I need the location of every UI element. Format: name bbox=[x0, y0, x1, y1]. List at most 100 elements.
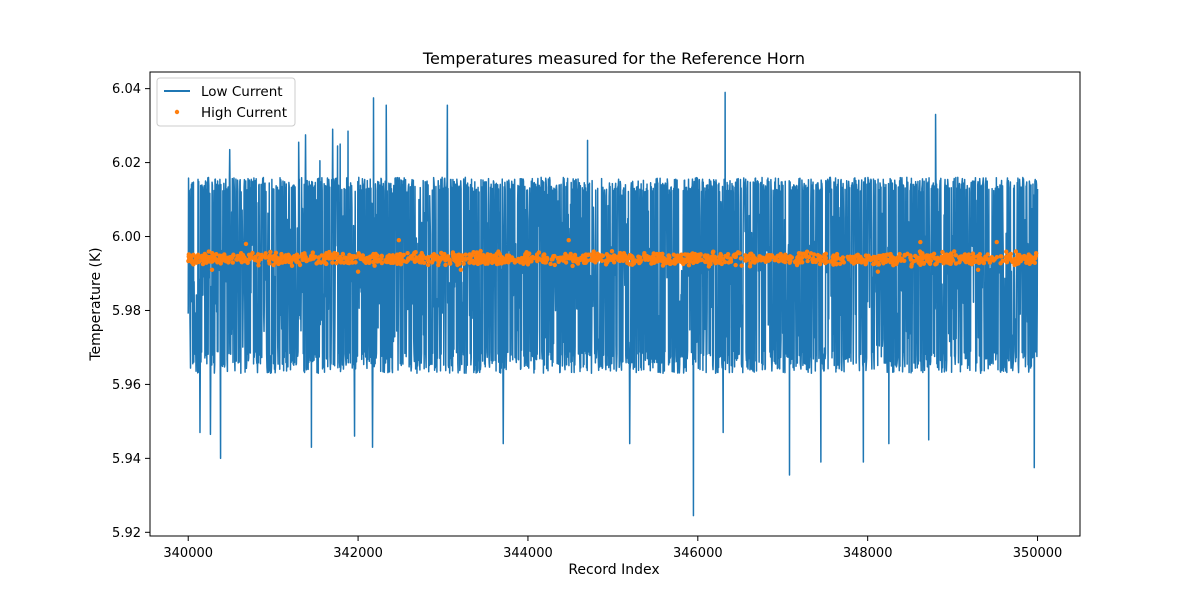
high-current-point bbox=[656, 254, 661, 259]
high-current-point bbox=[1012, 262, 1017, 268]
high-current-point bbox=[739, 263, 744, 268]
high-current-point bbox=[703, 259, 708, 265]
high-current-point bbox=[1012, 256, 1017, 262]
y-tick-label: 6.02 bbox=[112, 156, 141, 171]
high-current-point bbox=[231, 252, 236, 257]
high-current-point bbox=[387, 253, 392, 258]
high-current-point bbox=[480, 259, 485, 265]
high-current-point bbox=[651, 254, 656, 259]
high-current-point bbox=[350, 260, 355, 265]
high-current-point bbox=[706, 264, 712, 269]
high-current-point bbox=[548, 261, 553, 267]
high-current-point bbox=[384, 259, 390, 265]
high-current-point bbox=[217, 253, 222, 258]
high-current-point bbox=[396, 259, 401, 265]
high-current-point bbox=[620, 255, 625, 260]
high-current-point bbox=[221, 256, 227, 261]
high-current-point bbox=[962, 257, 967, 263]
high-current-point bbox=[1004, 259, 1010, 265]
high-current-point bbox=[694, 257, 699, 263]
high-current-point bbox=[947, 257, 953, 263]
high-current-point bbox=[605, 253, 610, 258]
high-current-point bbox=[915, 256, 920, 261]
high-current-point bbox=[230, 260, 235, 265]
high-current-point bbox=[541, 257, 546, 262]
high-current-point bbox=[660, 263, 666, 268]
high-current-point bbox=[707, 256, 713, 262]
high-current-point bbox=[478, 248, 483, 254]
high-current-point bbox=[672, 257, 677, 262]
high-current-point bbox=[884, 257, 890, 263]
high-current-point bbox=[675, 253, 680, 258]
high-current-point bbox=[234, 257, 240, 262]
high-current-point bbox=[460, 256, 465, 262]
high-current-point bbox=[357, 252, 362, 258]
high-current-point bbox=[1008, 255, 1013, 261]
high-current-point bbox=[544, 256, 550, 261]
high-current-point bbox=[307, 257, 313, 262]
high-current-point bbox=[489, 260, 495, 266]
high-current-point bbox=[522, 255, 527, 260]
high-current-point bbox=[738, 256, 744, 261]
high-current-point bbox=[443, 262, 448, 268]
high-current-point bbox=[246, 252, 252, 257]
high-current-point bbox=[586, 252, 591, 257]
x-tick-label: 342000 bbox=[333, 546, 383, 561]
high-current-point bbox=[999, 254, 1004, 259]
high-current-point bbox=[872, 261, 877, 267]
high-current-point bbox=[685, 252, 691, 257]
high-current-point bbox=[469, 259, 474, 265]
high-current-point bbox=[398, 251, 403, 257]
high-current-point bbox=[765, 253, 770, 258]
high-current-point bbox=[994, 239, 999, 245]
high-current-point bbox=[971, 254, 977, 259]
high-current-point bbox=[666, 253, 671, 258]
high-current-point bbox=[575, 261, 581, 266]
high-current-point bbox=[194, 260, 199, 265]
high-current-point bbox=[391, 260, 396, 265]
high-current-point bbox=[330, 260, 335, 265]
high-current-point bbox=[279, 251, 284, 257]
high-current-point bbox=[850, 254, 855, 260]
high-current-point bbox=[376, 257, 382, 262]
high-current-point bbox=[948, 261, 953, 266]
high-current-point bbox=[325, 254, 330, 260]
high-current-point bbox=[831, 262, 836, 267]
high-current-point bbox=[811, 252, 817, 257]
y-axis-label: Temperature (K) bbox=[88, 247, 104, 361]
high-current-point bbox=[630, 259, 636, 264]
high-current-point bbox=[817, 261, 823, 267]
high-current-point bbox=[373, 251, 378, 257]
high-current-point bbox=[697, 253, 702, 259]
high-current-point bbox=[710, 254, 716, 259]
high-current-point bbox=[722, 259, 728, 265]
high-current-point bbox=[275, 256, 280, 261]
high-current-point bbox=[294, 259, 299, 264]
high-current-point bbox=[512, 258, 518, 264]
high-current-point bbox=[401, 252, 406, 258]
high-current-point bbox=[461, 261, 466, 266]
high-current-point bbox=[671, 252, 676, 257]
y-tick-label: 6.00 bbox=[112, 230, 141, 245]
high-current-point bbox=[408, 255, 413, 261]
high-current-point bbox=[330, 256, 336, 261]
x-tick-label: 344000 bbox=[503, 546, 553, 561]
high-current-point bbox=[417, 260, 423, 265]
high-current-point bbox=[793, 259, 798, 264]
high-current-point bbox=[611, 260, 617, 265]
high-current-point bbox=[363, 256, 369, 261]
plot-frame bbox=[149, 71, 1081, 537]
high-current-point bbox=[611, 253, 617, 258]
high-current-point bbox=[953, 253, 959, 258]
high-current-point bbox=[857, 257, 862, 262]
high-current-point bbox=[256, 263, 261, 268]
high-current-point bbox=[238, 257, 243, 263]
high-current-point bbox=[929, 253, 934, 258]
high-current-point bbox=[576, 257, 581, 262]
high-current-point bbox=[405, 250, 410, 256]
high-current-point bbox=[957, 260, 962, 265]
high-current-point bbox=[876, 262, 882, 267]
high-current-point bbox=[302, 251, 307, 256]
high-current-point bbox=[448, 261, 453, 266]
